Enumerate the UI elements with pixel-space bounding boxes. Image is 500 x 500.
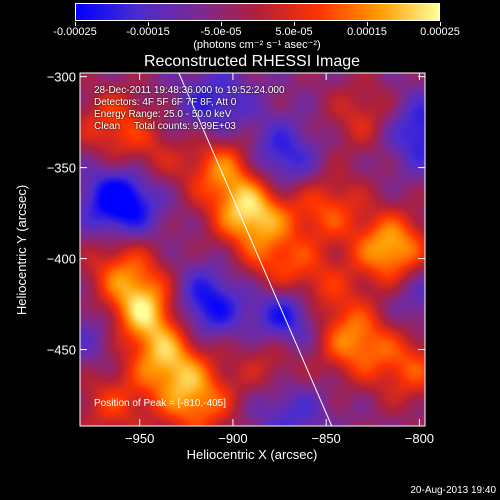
x-axis-label: Heliocentric X (arcsec) <box>187 447 318 462</box>
y-axis-label: Heliocentric Y (arcsec) <box>14 185 29 315</box>
x-tick-label: −900 <box>218 431 247 446</box>
colorbar-tick-label: 0.00025 <box>420 26 460 38</box>
peak-position-text: Position of Peak = [-810,-405] <box>94 398 227 409</box>
y-tick-label: −400 <box>47 252 76 267</box>
colorbar-tick <box>440 22 441 26</box>
colorbar-tick <box>148 22 149 26</box>
plot-title: Reconstructed RHESSI Image <box>143 53 361 70</box>
detectors-text: Detectors: 4F 5F 6F 7F 8F, Att 0 <box>94 97 237 108</box>
colorbar-tick-label: -0.00015 <box>126 26 170 38</box>
x-tick-label: −950 <box>125 431 154 446</box>
colorbar-tick-label: -5.0e-05 <box>200 26 242 38</box>
clean-counts-text: Clean Total counts: 9.39E+03 <box>94 121 236 132</box>
y-tick-label: −350 <box>47 161 76 176</box>
y-tick-label: −300 <box>47 70 76 85</box>
y-tick-label: −450 <box>47 343 76 358</box>
colorbar <box>75 3 440 21</box>
energy-range-text: Energy Range: 25.0 - 50.0 keV <box>94 109 232 120</box>
time-range-text: 28-Dec-2011 19:48:36.000 to 19:52:24.000 <box>94 85 285 96</box>
colorbar-tick <box>221 22 222 26</box>
colorbar-tick <box>294 22 295 26</box>
colorbar-tick <box>367 22 368 26</box>
timestamp: 20-Aug-2013 19:40 <box>410 485 496 496</box>
colorbar-tick <box>75 22 76 26</box>
x-tick-label: −850 <box>312 431 341 446</box>
x-tick-label: −800 <box>405 431 434 446</box>
colorbar-units: (photons cm⁻² s⁻¹ asec⁻²) <box>193 39 321 51</box>
colorbar-tick-label: 0.00015 <box>347 26 387 38</box>
colorbar-tick-label: 5.0e-05 <box>275 26 313 38</box>
colorbar-tick-label: -0.00025 <box>53 26 97 38</box>
